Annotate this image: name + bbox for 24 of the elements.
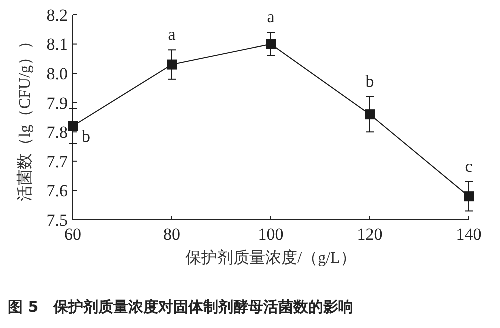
y-tick-label: 8.1 <box>46 35 68 54</box>
y-tick-label: 7.8 <box>46 123 68 142</box>
x-tick-label: 120 <box>357 225 383 244</box>
point <box>167 60 177 70</box>
annotation: b <box>366 72 374 91</box>
x-tick-label: 100 <box>258 225 284 244</box>
point <box>464 192 474 202</box>
point <box>68 121 78 132</box>
y-tick-label: 7.9 <box>46 94 68 113</box>
y-tick-label: 7.7 <box>46 152 68 172</box>
y-tick-label: 7.6 <box>46 182 68 201</box>
y-axis-title: 活菌数（lg（CFU/g）） <box>16 33 34 202</box>
annotation: a <box>168 25 176 44</box>
x-tick-label: 80 <box>164 225 180 244</box>
point <box>365 110 375 120</box>
x-axis-title: 保护剂质量浓度/（g/L） <box>186 249 356 267</box>
x-tick-label: 140 <box>456 225 482 244</box>
y-tick-label: 8.0 <box>46 64 68 84</box>
annotation: c <box>465 156 474 176</box>
annotation: b <box>82 127 90 146</box>
point <box>266 39 276 50</box>
y-tick-label: 8.2 <box>46 6 68 25</box>
text: 图 5 保护剂质量浓度对固体制剂酵母活菌数的影响 <box>8 298 354 316</box>
annotation: a <box>267 8 276 27</box>
